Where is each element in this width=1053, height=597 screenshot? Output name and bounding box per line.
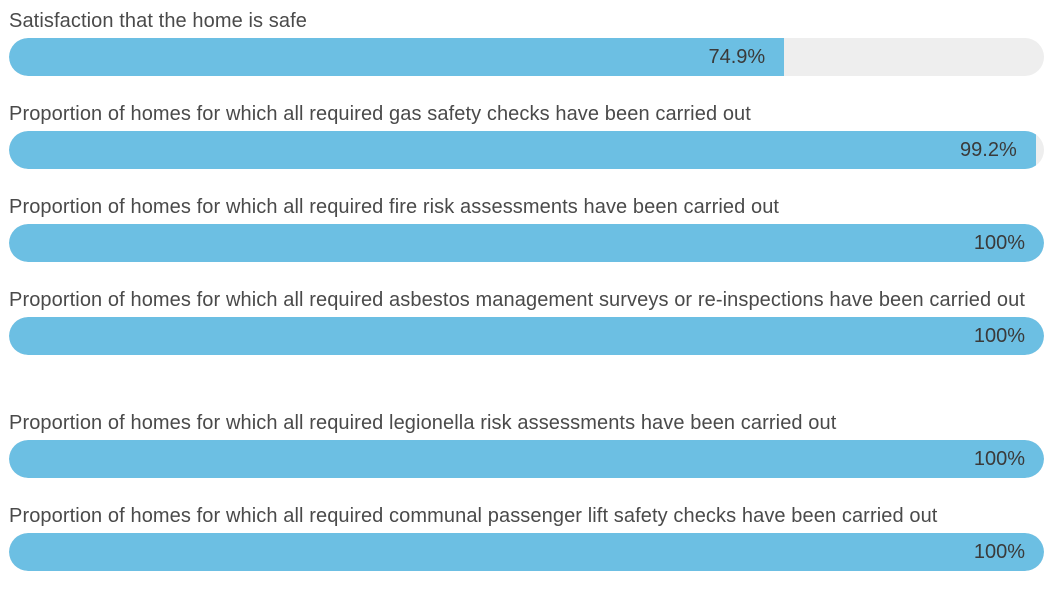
bar-value-label: 100% <box>973 232 1025 254</box>
bar-track: 100% <box>9 317 1044 355</box>
bar <box>9 38 785 76</box>
metric-label: Satisfaction that the home is safe <box>9 10 308 32</box>
metric-label: Proportion of homes for which all requir… <box>9 103 751 125</box>
bar-value-label: 99.2% <box>960 139 1017 161</box>
bar <box>9 440 1044 478</box>
metric-label: Proportion of homes for which all requir… <box>9 505 938 527</box>
bar-track: 100% <box>9 440 1044 478</box>
bar <box>9 131 1036 169</box>
metric-label: Proportion of homes for which all requir… <box>9 289 1025 311</box>
metric-label: Proportion of homes for which all requir… <box>9 412 837 434</box>
metric-row: Proportion of homes for which all requir… <box>9 192 1044 262</box>
metric-label: Proportion of homes for which all requir… <box>9 196 780 218</box>
metric-row: Satisfaction that the home is safe 74.9% <box>9 6 1044 76</box>
bar <box>9 533 1044 571</box>
bar-value-label: 74.9% <box>708 46 766 68</box>
metric-row: Proportion of homes for which all requir… <box>9 285 1044 355</box>
bar-track: 100% <box>9 533 1044 571</box>
bar-value-label: 100% <box>973 448 1025 470</box>
bar-value-label: 100% <box>973 325 1025 347</box>
bar-track: 99.2% <box>9 131 1044 169</box>
bar-track: 100% <box>9 224 1044 262</box>
bar <box>9 317 1044 355</box>
bar-track: 74.9% <box>9 38 1044 76</box>
metric-row: Proportion of homes for which all requir… <box>9 501 1044 571</box>
bar-value-label: 100% <box>973 541 1025 563</box>
metric-row: Proportion of homes for which all requir… <box>9 408 1044 478</box>
bar <box>9 224 1044 262</box>
metric-row: Proportion of homes for which all requir… <box>9 99 1044 169</box>
